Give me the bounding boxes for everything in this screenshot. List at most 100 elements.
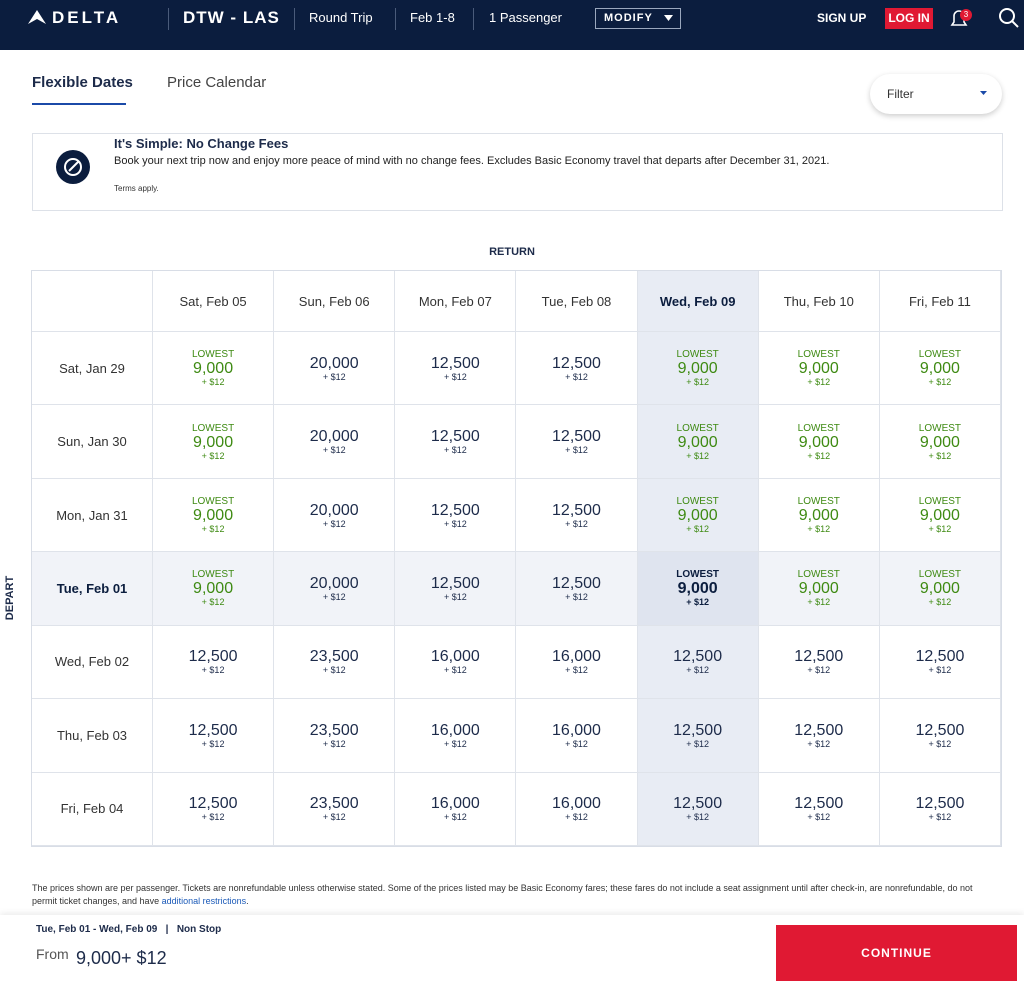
fare-cell[interactable]: LOWEST 9,000 + $12 — [637, 332, 759, 406]
modify-button[interactable]: MODIFY — [595, 8, 681, 29]
fee: + $12 — [928, 665, 952, 676]
fare-cell[interactable]: 23,500 + $12 — [274, 772, 396, 846]
fare-cell[interactable]: 12,500 + $12 — [637, 625, 759, 700]
return-label: RETURN — [489, 246, 535, 258]
miles: 9,000 — [798, 580, 839, 598]
fare-cell[interactable]: LOWEST 9,000 + $12 — [758, 332, 880, 406]
fare-cell[interactable]: 20,000 + $12 — [274, 552, 396, 626]
fare-cell[interactable]: 16,000 + $12 — [516, 625, 638, 700]
fare-cell[interactable]: 12,500 + $12 — [879, 699, 1001, 773]
fare-cell[interactable]: 20,000 + $12 — [274, 332, 396, 406]
fare-cell[interactable]: 12,500 + $12 — [516, 405, 638, 479]
miles: 23,500 — [309, 648, 359, 666]
logo[interactable]: DELTA — [52, 8, 122, 27]
fare-cell[interactable]: 12,500 + $12 — [879, 625, 1001, 700]
column-header: Mon, Feb 07 — [395, 271, 517, 332]
fare-cell[interactable]: 20,000 + $12 — [274, 405, 396, 479]
fare-cell[interactable]: 20,000 + $12 — [274, 478, 396, 553]
miles: 16,000 — [552, 648, 601, 666]
fare-cell[interactable]: LOWEST 9,000 + $12 — [637, 405, 759, 479]
fare-cell[interactable]: 12,500 + $12 — [879, 772, 1001, 846]
miles: 12,500 — [915, 648, 965, 666]
fee: + $12 — [565, 738, 588, 749]
fare-cell[interactable]: 23,500 + $12 — [274, 625, 396, 700]
fee: + $12 — [807, 597, 831, 608]
fare-cell[interactable]: 16,000 + $12 — [395, 699, 517, 773]
lowest-tag: LOWEST — [676, 496, 719, 508]
row-date: Sun, Jan 30 — [57, 434, 127, 450]
fare-cell[interactable]: 12,500 + $12 — [153, 772, 275, 846]
fare-cell[interactable]: 16,000 + $12 — [516, 699, 638, 773]
caret — [980, 91, 987, 95]
fare-cell[interactable]: LOWEST 9,000 + $12 — [879, 332, 1001, 406]
fare-cell[interactable]: LOWEST 9,000 + $12 — [637, 552, 759, 626]
miles: 12,500 — [673, 648, 723, 666]
fee: + $12 — [807, 450, 831, 461]
miles: 20,000 — [309, 574, 359, 592]
miles: 12,500 — [552, 428, 601, 446]
fare-cell[interactable]: 12,500 + $12 — [758, 625, 880, 700]
fare-cell[interactable]: LOWEST 9,000 + $12 — [153, 405, 275, 479]
fare-cell[interactable]: LOWEST 9,000 + $12 — [153, 478, 275, 553]
miles: 9,000 — [677, 360, 718, 378]
fee: + $12 — [807, 377, 831, 388]
fare-cell[interactable]: LOWEST 9,000 + $12 — [637, 478, 759, 553]
fare-cell[interactable]: LOWEST 9,000 + $12 — [153, 332, 275, 406]
fee: + $12 — [928, 738, 952, 749]
fare-cell[interactable]: LOWEST 9,000 + $12 — [758, 478, 880, 553]
fare-cell[interactable]: LOWEST 9,000 + $12 — [758, 405, 880, 479]
miles: 12,500 — [188, 721, 238, 739]
fare-cell[interactable]: 12,500 + $12 — [516, 332, 638, 406]
fare-cell[interactable]: 12,500 + $12 — [637, 699, 759, 773]
fare-cell[interactable]: LOWEST 9,000 + $12 — [758, 552, 880, 626]
tab-active[interactable]: Flexible Dates — [32, 74, 133, 91]
banner-icon — [56, 150, 90, 184]
dates: Feb 1-8 — [410, 10, 455, 25]
fare-cell[interactable]: 12,500 + $12 — [395, 478, 517, 553]
fare-cell[interactable]: 12,500 + $12 — [637, 772, 759, 846]
fare-cell[interactable]: 12,500 + $12 — [395, 552, 517, 626]
continue-button[interactable]: CONTINUE — [776, 925, 1017, 981]
fare-cell[interactable]: 12,500 + $12 — [153, 625, 275, 700]
fee: + $12 — [807, 812, 831, 823]
tab[interactable]: Price Calendar — [167, 74, 267, 91]
modify-label: MODIFY — [604, 12, 653, 24]
fare-cell[interactable]: LOWEST 9,000 + $12 — [153, 552, 275, 626]
filter-dropdown[interactable]: Filter — [870, 74, 1002, 114]
miles: 12,500 — [188, 795, 238, 813]
fare-cell[interactable]: 12,500 + $12 — [395, 405, 517, 479]
restrictions-link[interactable]: additional restrictions — [161, 896, 247, 906]
fare-cell[interactable]: 16,000 + $12 — [395, 625, 517, 700]
fare-cell[interactable]: 16,000 + $12 — [395, 772, 517, 846]
miles: 9,000 — [919, 507, 960, 525]
fare-cell[interactable]: 12,500 + $12 — [395, 332, 517, 406]
fare-cell[interactable]: 12,500 + $12 — [516, 552, 638, 626]
fare-cell[interactable]: 12,500 + $12 — [153, 699, 275, 773]
column-header: Thu, Feb 10 — [758, 271, 880, 332]
sign-up[interactable]: SIGN UP — [817, 11, 867, 25]
banner-title: It's Simple: No Change Fees — [114, 136, 289, 151]
banner-text: Book your next trip now and enjoy more p… — [114, 155, 830, 167]
miles: 12,500 — [430, 501, 480, 519]
logo-icon — [28, 10, 46, 24]
fare-cell[interactable]: LOWEST 9,000 + $12 — [879, 478, 1001, 553]
lowest-tag: LOWEST — [918, 349, 962, 361]
fare-cell[interactable]: LOWEST 9,000 + $12 — [879, 552, 1001, 626]
row-date: Wed, Feb 02 — [54, 654, 130, 670]
fare-cell[interactable]: 12,500 + $12 — [758, 772, 880, 846]
fare-cell[interactable]: 12,500 + $12 — [758, 699, 880, 773]
lowest-tag: LOWEST — [797, 569, 840, 581]
lowest-tag: LOWEST — [797, 422, 840, 434]
fare-cell[interactable]: 23,500 + $12 — [274, 699, 396, 773]
fee: + $12 — [201, 665, 225, 676]
fare-cell[interactable]: LOWEST 9,000 + $12 — [879, 405, 1001, 479]
miles: 12,500 — [552, 501, 601, 519]
terms[interactable]: Terms apply. — [114, 184, 159, 193]
search-icon[interactable] — [998, 7, 1020, 29]
fee: + $12 — [443, 665, 467, 676]
log-in[interactable]: LOG IN — [885, 8, 933, 29]
fare-cell[interactable]: 16,000 + $12 — [516, 772, 638, 846]
fare-cell[interactable]: 12,500 + $12 — [516, 478, 638, 553]
fee: + $12 — [322, 812, 346, 823]
miles: 9,000 — [193, 433, 234, 451]
